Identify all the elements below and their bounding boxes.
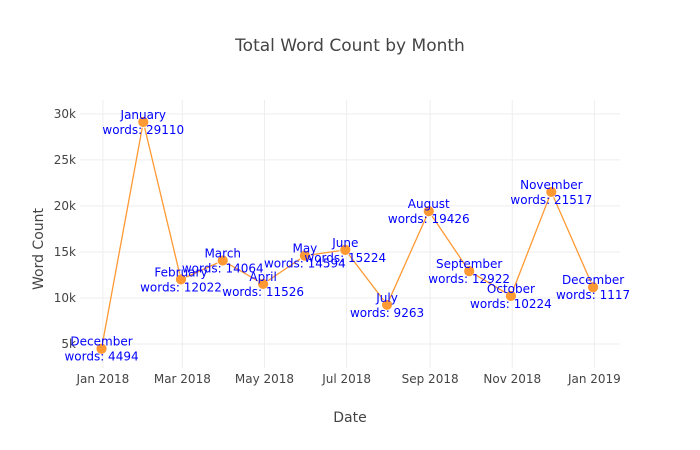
- data-point-marker[interactable]: [381, 298, 393, 311]
- annotation-month: March: [204, 247, 241, 261]
- y-axis-title: Word Count: [31, 207, 47, 290]
- annotation-month: October: [487, 282, 535, 296]
- data-point-marker[interactable]: [95, 342, 108, 355]
- data-point-marker[interactable]: [545, 186, 558, 198]
- annotation-month: February: [154, 265, 207, 279]
- data-point-marker[interactable]: [175, 273, 187, 286]
- x-tick-label: Jan 2019: [567, 372, 621, 386]
- x-axis-ticks: Jan 2018 Mar 2018 May 2018 Jul 2018 Sep 2018…: [75, 372, 620, 386]
- data-point-marker[interactable]: [505, 290, 517, 302]
- x-tick-label: May 2018: [235, 372, 294, 386]
- annotation-month: November: [520, 178, 582, 192]
- annotation-words: words: 14064: [182, 262, 264, 276]
- y-tick-label: 20k: [54, 199, 76, 213]
- y-tick-label: 5k: [61, 337, 76, 351]
- y-axis-ticks: 5k 10k 15k 20k 25k 30k: [54, 107, 76, 351]
- series-markers: [95, 116, 599, 355]
- annotation-month: July: [375, 291, 398, 305]
- gridlines: [80, 100, 620, 368]
- annotation-words: words: 1117: [556, 288, 630, 302]
- data-point-marker[interactable]: [298, 249, 311, 262]
- annotation-words: words: 14594: [264, 257, 346, 271]
- y-tick-label: 25k: [54, 153, 76, 167]
- annotation-words: words: 11526: [222, 285, 304, 299]
- annotation-month: December: [70, 335, 132, 349]
- annotation-month: April: [249, 270, 276, 284]
- y-tick-label: 30k: [54, 107, 76, 121]
- data-point-marker[interactable]: [339, 243, 352, 256]
- annotation-words: words: 29110: [102, 123, 184, 137]
- annotation-words: words: 19426: [388, 212, 470, 226]
- annotation-month: June: [331, 236, 358, 250]
- annotation-words: words: 4494: [64, 350, 138, 364]
- data-point-marker[interactable]: [137, 116, 150, 128]
- data-point-marker[interactable]: [587, 281, 599, 294]
- annotation-month: May: [292, 242, 317, 256]
- annotation-month: January: [120, 108, 167, 122]
- annotation-words: words: 15224: [304, 251, 386, 265]
- annotation-month: December: [562, 273, 624, 287]
- y-tick-label: 15k: [54, 245, 76, 259]
- x-tick-label: Sep 2018: [402, 372, 459, 386]
- data-point-marker[interactable]: [422, 205, 435, 218]
- annotation-words: words: 12922: [428, 272, 510, 286]
- x-axis-title: Date: [333, 410, 366, 426]
- x-tick-label: Jul 2018: [321, 372, 371, 386]
- annotation-words: words: 9263: [350, 306, 424, 320]
- data-point-marker[interactable]: [257, 278, 270, 290]
- annotation-month: August: [408, 197, 450, 211]
- y-tick-label: 10k: [54, 291, 76, 305]
- annotation-words: words: 12022: [140, 280, 222, 294]
- chart-title: Total Word Count by Month: [234, 36, 465, 56]
- annotation-words: words: 10224: [470, 297, 552, 311]
- annotation-words: words: 21517: [510, 193, 592, 207]
- data-point-marker[interactable]: [216, 254, 229, 267]
- annotation-month: September: [436, 257, 502, 271]
- x-tick-label: Nov 2018: [483, 372, 541, 386]
- x-tick-label: Jan 2018: [75, 372, 129, 386]
- x-tick-label: Mar 2018: [154, 372, 211, 386]
- data-point-marker[interactable]: [463, 265, 476, 277]
